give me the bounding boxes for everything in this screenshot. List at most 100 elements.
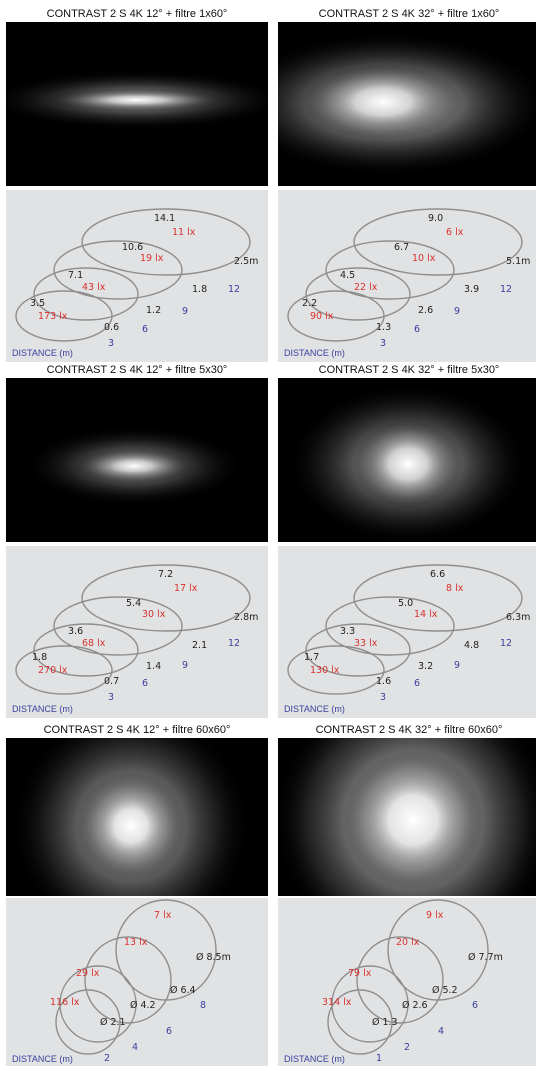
distance-axis-label: DISTANCE (m) [12, 704, 73, 714]
beam-image [228, 22, 536, 186]
diameter-label-2: 3.3 [340, 626, 355, 637]
beam-photo [273, 680, 536, 960]
distance-marker-3: 9 [182, 306, 188, 317]
panel-title: CONTRAST 2 S 4K 32° + filtre 1x60° [278, 6, 536, 22]
distance-marker-1: 1 [376, 1053, 382, 1064]
diameter-label-4: 7.2 [158, 569, 173, 580]
panel-12deg-60x60: CONTRAST 2 S 4K 12° + filtre 60x60° 7 lx… [6, 706, 268, 1066]
lux-label-3: 13 lx [124, 937, 148, 948]
beam-diagram: 7.2 17 lx 5.4 30 lx 3.6 68 lx 1.8 270 lx… [6, 546, 268, 718]
distance-marker-2: 6 [142, 324, 148, 335]
beam-ring-2 [59, 965, 137, 1043]
distance-axis-label: DISTANCE (m) [12, 1054, 73, 1064]
panel-title: CONTRAST 2 S 4K 12° + filtre 5x30° [6, 362, 268, 378]
diameter-label-1: 2.2 [302, 298, 317, 309]
lux-label-3: 19 lx [140, 253, 164, 264]
lux-label-2: 33 lx [354, 638, 378, 649]
beam-diagram: 6.6 8 lx 5.0 14 lx 3.3 33 lx 1.7 130 lx … [278, 546, 536, 718]
far-depth-label: 5.1m [506, 256, 530, 267]
diameter-label-1: 1.7 [304, 652, 319, 663]
diameter-label-4: 6.6 [430, 569, 445, 580]
distance-axis-label: DISTANCE (m) [284, 1054, 345, 1064]
beam-ring-4 [353, 208, 523, 276]
distance-marker-4: 12 [500, 284, 512, 295]
beam-photo [6, 706, 268, 946]
diameter-label-2: 4.5 [340, 270, 355, 281]
lux-label-1: 270 lx [38, 665, 68, 676]
lux-label-2: 79 lx [348, 968, 372, 979]
diameter-label-1: Ø 1.3 [372, 1017, 398, 1028]
distance-marker-2: 4 [132, 1042, 138, 1053]
lux-label-4: 7 lx [154, 910, 172, 921]
beam-photo [6, 378, 268, 542]
panel-32deg-60x60: CONTRAST 2 S 4K 32° + filtre 60x60° 9 lx… [273, 680, 536, 1066]
beam-ring-3 [325, 240, 455, 300]
lux-label-4: 8 lx [446, 583, 464, 594]
panel-12deg-1x60: CONTRAST 2 S 4K 12° + filtre 1x60° 14.1 … [0, 6, 287, 362]
panel-32deg-1x60: CONTRAST 2 S 4K 32° + filtre 1x60° 9.0 6… [228, 6, 536, 362]
diameter-label-3: 5.4 [126, 598, 141, 609]
depth-label-1: 1.3 [376, 322, 391, 333]
diameter-label-4: Ø 8.5m [196, 952, 231, 963]
beam-ring-2 [305, 623, 411, 677]
beam-ring-3 [356, 936, 444, 1024]
distance-marker-4: 12 [500, 638, 512, 649]
beam-ring-3 [53, 596, 183, 656]
beam-ring-4 [81, 208, 251, 276]
beam-ring-4 [81, 564, 251, 632]
depth-label-1: 1.6 [376, 676, 391, 687]
panel-title: CONTRAST 2 S 4K 32° + filtre 5x30° [278, 362, 536, 378]
beam-image [278, 378, 536, 544]
lux-label-1: 173 lx [38, 311, 68, 322]
distance-marker-1: 3 [380, 692, 386, 703]
panel-title: CONTRAST 2 S 4K 12° + filtre 60x60° [6, 722, 268, 738]
depth-label-2: 3.2 [418, 661, 433, 672]
beam-ring-1 [15, 290, 113, 342]
beam-ring-2 [305, 267, 411, 321]
beam-photo [228, 22, 536, 186]
depth-label-2: 1.4 [146, 661, 161, 672]
far-depth-label: 2.8m [234, 612, 258, 623]
beam-image [273, 680, 536, 960]
depth-label-1: 0.7 [104, 676, 119, 687]
beam-diagram: 7 lx 13 lx 29 lx 116 lx Ø 8.5m Ø 6.4 Ø 4… [6, 898, 268, 1066]
distance-marker-3: 4 [438, 1026, 444, 1037]
distance-marker-2: 2 [404, 1042, 410, 1053]
diameter-label-3: 6.7 [394, 242, 409, 253]
distance-axis-label: DISTANCE (m) [12, 348, 73, 358]
lux-label-2: 68 lx [82, 638, 106, 649]
beam-image [6, 378, 268, 542]
panel-12deg-5x30: CONTRAST 2 S 4K 12° + filtre 5x30° 7.2 1… [6, 362, 268, 718]
diameter-label-4: Ø 7.7m [468, 952, 503, 963]
beam-ring-1 [287, 290, 385, 342]
beam-ring-3 [84, 936, 172, 1024]
beam-ring-2 [331, 965, 409, 1043]
lux-label-2: 22 lx [354, 282, 378, 293]
lux-label-1: 90 lx [310, 311, 334, 322]
depth-label-2: 2.6 [418, 305, 433, 316]
depth-label-3: 3.9 [464, 284, 479, 295]
beam-ring-3 [325, 596, 455, 656]
far-depth-label: 6.3m [506, 612, 530, 623]
beam-image [0, 22, 287, 186]
panel-title: CONTRAST 2 S 4K 32° + filtre 60x60° [278, 722, 536, 738]
lux-label-3: 14 lx [414, 609, 438, 620]
lux-label-2: 43 lx [82, 282, 106, 293]
depth-label-3: 2.1 [192, 640, 207, 651]
beam-diagram: 9.0 6 lx 6.7 10 lx 4.5 22 lx 2.2 90 lx 5… [278, 190, 536, 362]
lux-label-1: 130 lx [310, 665, 340, 676]
diameter-label-3: 10.6 [122, 242, 143, 253]
beam-ring-1 [327, 989, 393, 1055]
lux-label-4: 17 lx [174, 583, 198, 594]
diameter-label-2: 3.6 [68, 626, 83, 637]
depth-label-3: 1.8 [192, 284, 207, 295]
diameter-label-4: 14.1 [154, 213, 175, 224]
beam-ring-1 [55, 989, 121, 1055]
beam-ring-1 [15, 645, 113, 695]
diameter-label-1: 1.8 [32, 652, 47, 663]
depth-label-1: 0.6 [104, 322, 119, 333]
distance-marker-3: 9 [454, 306, 460, 317]
diameter-label-2: Ø 4.2 [130, 1000, 156, 1011]
lux-label-4: 11 lx [172, 227, 196, 238]
distance-axis-label: DISTANCE (m) [284, 704, 345, 714]
